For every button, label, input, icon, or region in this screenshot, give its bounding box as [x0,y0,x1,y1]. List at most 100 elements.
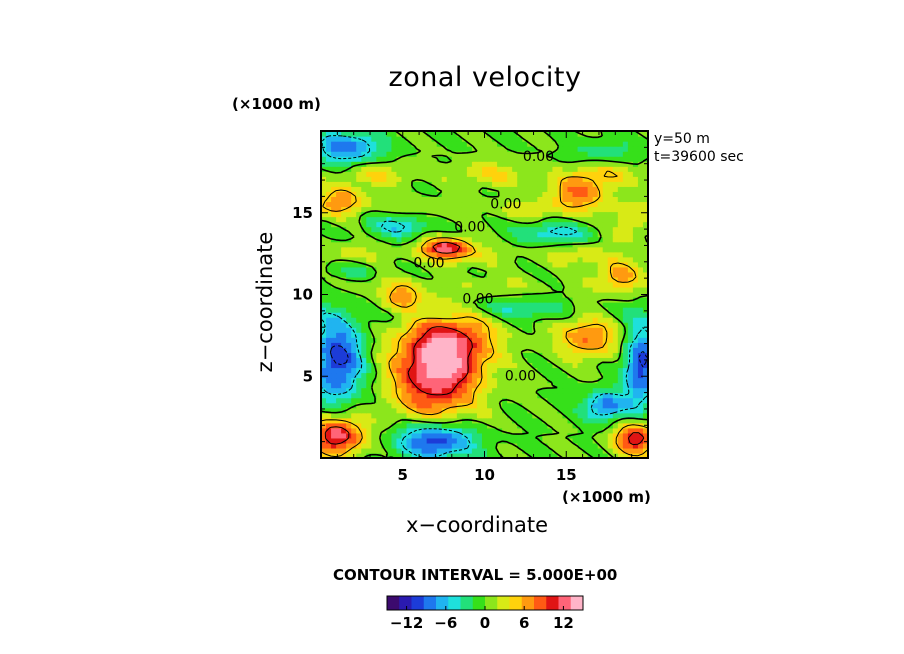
field-cell [627,156,634,162]
field-cell [466,151,473,157]
field-cell [512,156,518,162]
field-cell [381,337,387,343]
field-cell [476,387,483,394]
field-cell [587,417,594,424]
field-cell [381,281,387,288]
field-cell [416,447,423,454]
field-cell [366,271,372,278]
field-cell [622,367,629,374]
field-cell [627,236,634,243]
field-cell [391,327,398,333]
field-cell [476,226,483,233]
field-cell [416,136,423,142]
field-cell [622,422,629,429]
field-cell [597,266,604,273]
field-cell [587,131,594,137]
field-cell [532,382,538,389]
field-cell [331,181,337,187]
field-cell [572,291,579,298]
field-cell [567,407,574,414]
field-cell [617,146,624,152]
field-cell [587,146,594,152]
field-cell [487,432,493,439]
field-cell [321,452,327,458]
field-cell [446,171,453,177]
field-cell [637,332,644,338]
field-cell [401,211,408,218]
field-cell [361,221,367,228]
field-cell [331,216,337,223]
field-cell [481,186,488,192]
field-cell [572,452,579,458]
field-cell [401,291,408,298]
field-cell [421,447,428,454]
field-cell [572,251,579,258]
field-cell [401,377,408,384]
field-cell [401,216,408,223]
field-cell [411,312,418,318]
field-cell [492,261,498,268]
field-cell [441,357,448,364]
field-cell [481,392,488,399]
field-cell [602,146,609,152]
field-cell [497,322,503,328]
field-cell [537,382,543,389]
field-cell [411,276,418,283]
field-cell [386,131,393,137]
field-cell [537,297,543,303]
field-cell [351,281,357,288]
field-cell [597,327,604,333]
field-cell [637,206,644,213]
field-cell [642,171,648,177]
field-cell [411,442,418,449]
field-cell [416,151,423,157]
field-cell [421,196,428,203]
field-cell [637,141,644,147]
field-cell [451,392,458,399]
field-cell [351,211,357,218]
field-cell [471,302,478,308]
field-cell [522,201,528,208]
field-cell [492,342,498,348]
field-cell [386,387,393,394]
field-cell [567,342,574,348]
field-cell [346,226,352,233]
field-cell [436,397,443,404]
field-cell [592,347,599,353]
field-cell [431,256,438,263]
field-cell [401,442,408,449]
field-cell [492,141,498,147]
field-cell [356,372,362,379]
field-cell [321,176,327,182]
field-cell [572,211,579,218]
field-cell [406,402,413,409]
field-cell [572,261,579,268]
field-cell [396,266,403,273]
field-cell [416,387,423,394]
field-cell [612,432,619,439]
field-cell [371,226,377,233]
field-cell [436,261,443,268]
field-cell [426,156,433,162]
field-cell [552,322,559,328]
field-cell [471,402,478,409]
field-cell [577,372,584,379]
field-cell [451,146,458,152]
field-cell [582,357,589,364]
field-cell [411,362,418,369]
field-cell [336,261,342,268]
field-cell [381,377,387,384]
field-cell [436,442,443,449]
field-cell [642,427,648,434]
field-cell [466,412,473,419]
field-cell [497,181,503,187]
field-cell [401,231,408,238]
field-cell [527,181,533,187]
field-cell [632,357,639,364]
field-cell [466,447,473,454]
field-cell [321,337,327,343]
field-cell [481,432,488,439]
field-cell [436,302,443,308]
field-cell [431,236,438,243]
field-cell [517,201,523,208]
